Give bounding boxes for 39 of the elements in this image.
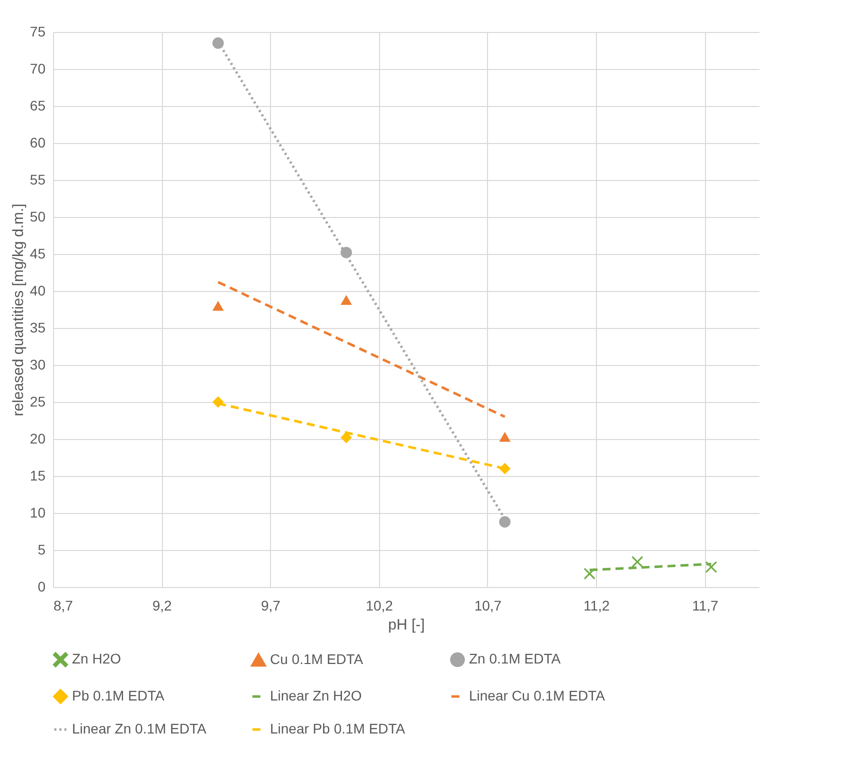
y-tick-label: 25 (30, 394, 46, 410)
y-tick-label: 70 (30, 60, 46, 76)
x-tick-label: 9,2 (152, 598, 172, 614)
y-tick-label: 65 (30, 98, 46, 114)
y-tick-label: 20 (30, 430, 46, 446)
y-tick-label: 0 (38, 578, 46, 594)
legend-label: Linear Cu 0.1M EDTA (469, 688, 606, 704)
legend-label: Zn 0.1M EDTA (469, 650, 562, 667)
y-tick-label: 30 (30, 356, 46, 372)
point (340, 294, 352, 305)
x-tick-label: 11,2 (583, 598, 610, 614)
y-axis-title: released quantities [mg/kg d.m.] (10, 204, 27, 416)
y-tick-label: 35 (30, 320, 46, 336)
legend-label: Linear Zn H2O (270, 688, 362, 704)
y-tick-label: 40 (30, 282, 46, 298)
x-tick-label: 11,7 (692, 598, 719, 614)
point (212, 300, 224, 311)
y-tick-label: 55 (30, 172, 46, 188)
y-tick-label: 75 (30, 24, 46, 40)
x-tick-label: 8,7 (54, 598, 74, 614)
legend-label: Linear Zn 0.1M EDTA (72, 720, 208, 736)
legend-label: Pb 0.1M EDTA (72, 688, 165, 704)
x-tick-label: 10,2 (366, 598, 394, 614)
point (212, 37, 224, 49)
y-tick-label: 10 (30, 504, 46, 520)
y-tick-label: 50 (30, 208, 46, 224)
y-tick-label: 45 (30, 246, 46, 262)
y-tick-label: 60 (30, 134, 46, 150)
point (499, 432, 511, 442)
point (632, 556, 644, 568)
x-tick-label: 9,7 (260, 598, 281, 614)
point (499, 516, 511, 528)
x-tick-label: 10,7 (474, 598, 502, 614)
y-tick-label: 5 (38, 542, 46, 558)
x-axis-title: pH [-] (388, 616, 425, 634)
y-tick-label: 15 (30, 468, 46, 484)
legend-label: Cu 0.1M EDTA (270, 651, 364, 668)
legend-label: Zn H2O (72, 650, 122, 667)
legend-label: Linear Pb 0.1M EDTA (270, 720, 406, 736)
